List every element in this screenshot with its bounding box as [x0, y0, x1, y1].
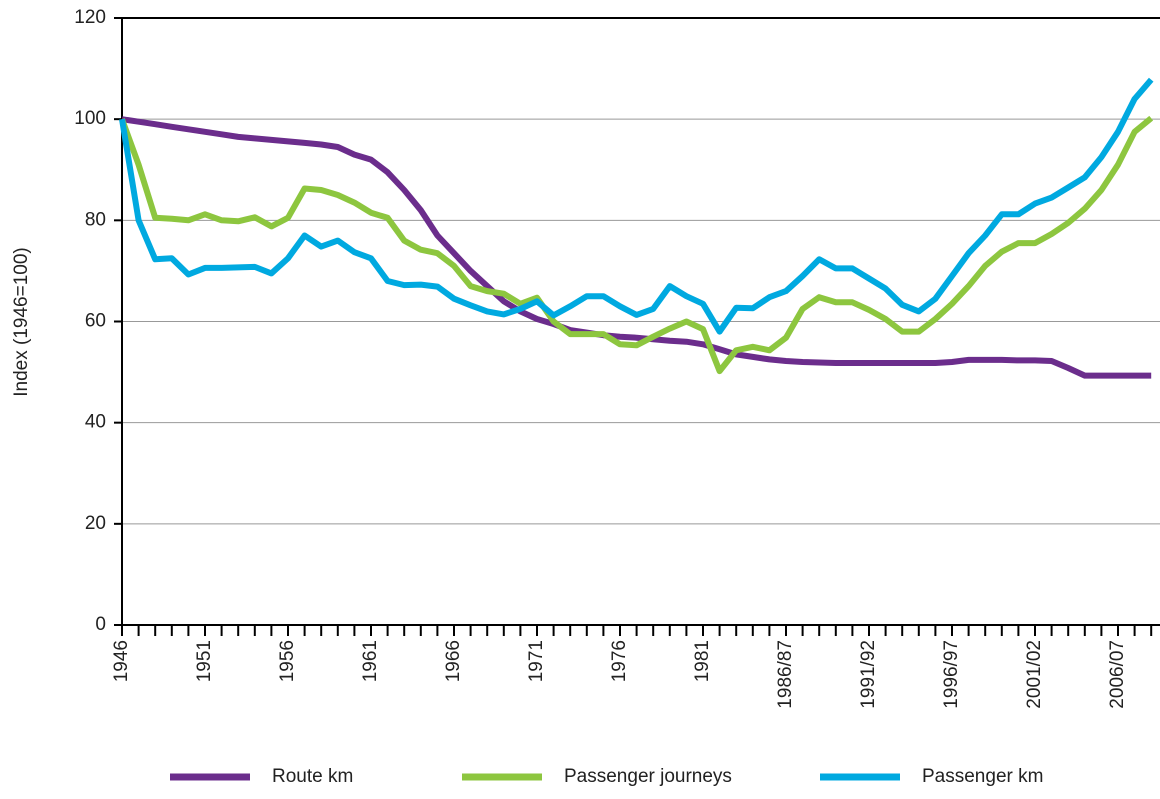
x-tick-label: 1946	[111, 640, 132, 682]
legend-label: Passenger km	[922, 766, 1043, 787]
y-tick-label: 20	[85, 513, 106, 534]
x-tick-label: 1976	[609, 640, 630, 682]
y-tick-label: 40	[85, 412, 106, 433]
x-tick-label: 2006/07	[1107, 640, 1128, 709]
legend-label: Route km	[272, 766, 353, 787]
series-line	[119, 77, 1154, 335]
x-tick-label: 1961	[360, 640, 381, 682]
x-tick-label: 1971	[526, 640, 547, 682]
x-tick-label: 1956	[277, 640, 298, 682]
legend-label: Passenger journeys	[564, 766, 732, 787]
x-tick-label: 1991/92	[858, 640, 879, 709]
x-tick-label: 2001/02	[1024, 640, 1045, 709]
x-tick-label: 1951	[194, 640, 215, 682]
y-tick-label: 0	[95, 614, 106, 635]
x-tick-label: 1996/97	[941, 640, 962, 709]
y-tick-label: 60	[85, 311, 106, 332]
y-tick-label: 100	[74, 108, 106, 129]
series-line	[121, 116, 1152, 379]
x-tick-label: 1981	[692, 640, 713, 682]
y-tick-label: 120	[74, 7, 106, 28]
x-tick-label: 1966	[443, 640, 464, 682]
series-line	[119, 115, 1154, 375]
y-tick-label: 80	[85, 209, 106, 230]
y-axis-label: Index (1946=100)	[11, 247, 32, 396]
x-tick-label: 1986/87	[775, 640, 796, 709]
